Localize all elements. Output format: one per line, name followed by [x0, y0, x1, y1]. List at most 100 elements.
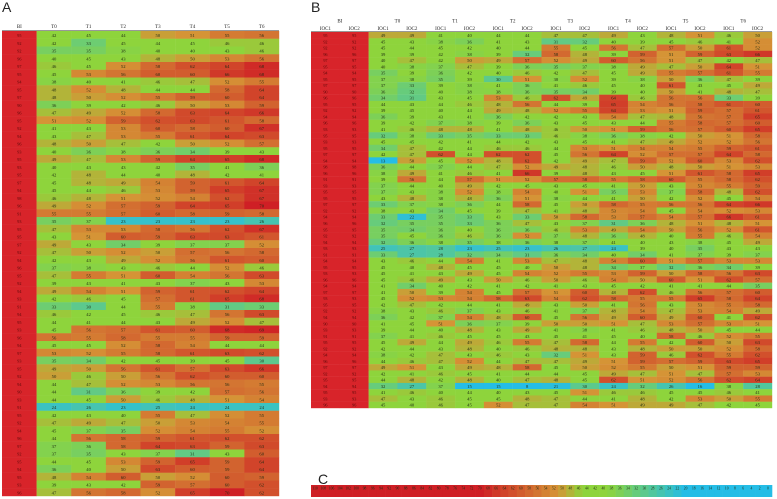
- heatmap-b-cell: [426, 314, 456, 321]
- heatmap-b-cell: [541, 163, 571, 171]
- heatmap-b-cell: [656, 63, 686, 70]
- heatmap-a-cell: [209, 170, 245, 179]
- heatmap-a-cell-label: 60: [225, 475, 230, 480]
- heatmap-b-cell-label: 50: [467, 58, 472, 63]
- heatmap-a-cell: [2, 279, 37, 287]
- heatmap-a-cell: [175, 139, 210, 148]
- heatmap-b-cell-label: 52: [554, 58, 559, 63]
- heatmap-a-cell: [2, 178, 37, 187]
- heatmap-a-cell: [175, 85, 210, 94]
- heatmap-b-cell-label: 48: [611, 309, 616, 314]
- heatmap-a-cell: [244, 294, 280, 303]
- heatmap-a-cell-label: 51: [52, 118, 57, 123]
- heatmap-a-cell-label: 46: [156, 103, 161, 108]
- heatmap-a-cell-label: 97: [17, 180, 21, 185]
- heatmap-b-cell-label: 40: [438, 108, 443, 113]
- heatmap-b-cell: [570, 182, 600, 189]
- heatmap-a-cell-label: 56: [259, 56, 264, 61]
- heatmap-b-cell-label: 47: [381, 396, 386, 401]
- heatmap-a-cell-label: 68: [259, 72, 264, 77]
- heatmap-a-cell: [36, 395, 72, 404]
- heatmap-b-cell-label: 36: [525, 83, 530, 88]
- heatmap-b-cell: [426, 144, 456, 152]
- heatmap-b-cell-label: 60: [525, 315, 530, 320]
- heatmap-b-cell-label: 47: [755, 58, 760, 63]
- heatmap-a-cell: [2, 434, 37, 442]
- heatmap-b-cell-label: 48: [467, 346, 472, 351]
- heatmap-b-cell-label: 43: [410, 309, 415, 314]
- heatmap-b-cell-label: 32: [381, 240, 386, 245]
- heatmap-a-cell-label: 52: [121, 382, 126, 387]
- heatmap-b-cell-label: 34: [582, 252, 587, 257]
- heatmap-a-cell: [71, 410, 107, 419]
- heatmap-b-cell: [656, 100, 686, 108]
- heatmap-a-cell-label: 51: [121, 273, 126, 278]
- heatmap-a-cell: [209, 224, 245, 233]
- heatmap-b-cell: [339, 326, 369, 333]
- heatmap-a-cell-label: 60: [259, 258, 264, 263]
- heatmap-b-cell-label: 48: [496, 315, 501, 320]
- heatmap-b-cell-label: 97: [323, 202, 327, 207]
- heatmap-b-cell: [570, 220, 600, 227]
- heatmap-a-cell-label: 39: [52, 483, 57, 488]
- heatmap-b-cell: [368, 75, 398, 83]
- heatmap-a-cell-label: 56: [156, 374, 161, 379]
- heatmap-a-cell: [2, 488, 37, 497]
- heatmap-b-cell-label: 58: [726, 296, 731, 301]
- heatmap-b-cell: [368, 176, 398, 183]
- heatmap-b-cell: [397, 389, 427, 396]
- heatmap-a-cell: [140, 108, 176, 117]
- heatmap-b-cell: [627, 44, 657, 51]
- colorbar-segment: [401, 485, 411, 497]
- heatmap-b-cell-label: 56: [582, 315, 587, 320]
- heatmap-b-cell: [339, 94, 369, 102]
- heatmap-b-cell-label: 41: [554, 83, 559, 88]
- colorbar-tick-label: 64: [503, 487, 507, 491]
- heatmap-a-cell: [71, 364, 107, 373]
- colorbar-segment: [739, 485, 748, 497]
- heatmap-b-cell: [512, 82, 542, 89]
- heatmap-b-cell-label: 38: [381, 309, 386, 314]
- heatmap-a-cell-label: 44: [121, 33, 126, 38]
- heatmap-a-cell: [140, 77, 176, 86]
- heatmap-b-cell: [714, 370, 744, 377]
- heatmap-b-cell: [426, 88, 456, 95]
- heatmap-b-cell: [685, 314, 715, 321]
- heatmap-b-cell: [368, 282, 398, 290]
- heatmap-b-cell: [483, 220, 513, 227]
- heatmap-b-cell-label: 51: [698, 221, 703, 226]
- heatmap-b-cell: [455, 251, 485, 258]
- heatmap-b-cell: [656, 57, 686, 64]
- heatmap-b-cell-label: 58: [698, 121, 703, 126]
- heatmap-a-cell-label: 50: [86, 250, 91, 255]
- heatmap-b-cell: [685, 282, 715, 290]
- heatmap-b-cell-label: 40: [525, 265, 530, 270]
- heatmap-b-cell-label: 94: [323, 259, 328, 264]
- heatmap-b-cell: [483, 326, 513, 333]
- heatmap-b-cell-label: 54: [467, 315, 472, 320]
- heatmap-a-cell: [209, 457, 245, 466]
- heatmap-a-cell-label: 36: [86, 149, 91, 154]
- heatmap-b-cell-label: 41: [438, 33, 443, 38]
- heatmap-b-cell-label: 52: [755, 39, 760, 44]
- heatmap-a-cell: [105, 232, 141, 241]
- heatmap-b-cell: [339, 126, 369, 133]
- heatmap-b-cell-label: 51: [611, 359, 616, 364]
- heatmap-b-cell: [743, 288, 773, 296]
- heatmap-a-cell-label: 47: [86, 157, 91, 162]
- heatmap-a-cell: [175, 224, 210, 233]
- heatmap-b-cell: [455, 370, 485, 377]
- heatmap-a-cell: [105, 217, 141, 225]
- heatmap-b-cell-label: 95: [323, 64, 327, 69]
- heatmap-b-cell-label: 40: [554, 190, 559, 195]
- heatmap-a-cell: [175, 426, 210, 435]
- heatmap-b-cell-label: 49: [669, 315, 674, 320]
- heatmap-b-cell-label: 94: [323, 353, 328, 358]
- heatmap-b-cell: [627, 69, 657, 77]
- heatmap-b-cell-label: 43: [554, 140, 559, 145]
- heatmap-b-cell-label: 37: [640, 265, 645, 270]
- heatmap-b-cell-label: 33: [410, 83, 415, 88]
- heatmap-b-cell-label: 95: [323, 390, 327, 395]
- heatmap-b-cell-label: 36: [525, 64, 530, 69]
- heatmap-b-cell-label: 48: [640, 396, 645, 401]
